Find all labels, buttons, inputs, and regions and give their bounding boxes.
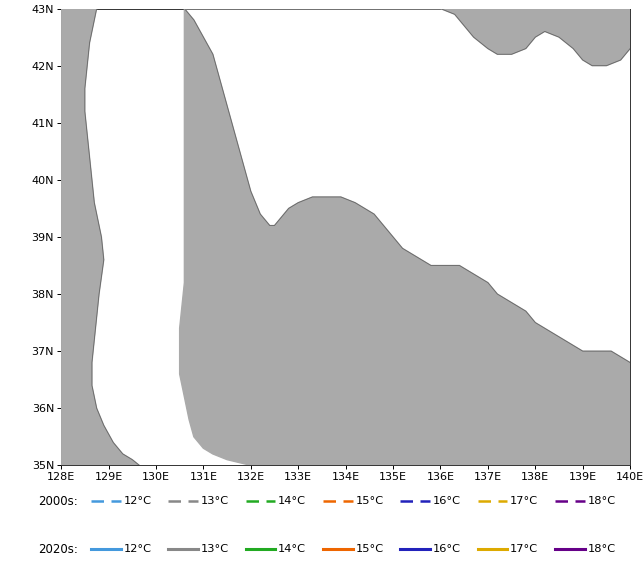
Text: 16°C: 16°C — [433, 496, 460, 506]
Circle shape — [244, 400, 248, 405]
Text: 2020s:: 2020s: — [38, 542, 78, 556]
Circle shape — [248, 376, 253, 383]
Polygon shape — [179, 9, 630, 465]
Text: 14°C: 14°C — [278, 544, 306, 554]
Text: 14°C: 14°C — [278, 496, 306, 506]
Circle shape — [241, 333, 248, 342]
Text: 18°C: 18°C — [587, 496, 615, 506]
Polygon shape — [61, 9, 140, 465]
Text: 15°C: 15°C — [356, 544, 383, 554]
Text: 15°C: 15°C — [356, 496, 383, 506]
Circle shape — [190, 315, 204, 332]
Text: 13°C: 13°C — [201, 496, 229, 506]
Text: 18°C: 18°C — [587, 544, 615, 554]
Text: 12°C: 12°C — [123, 544, 151, 554]
Text: 17°C: 17°C — [510, 496, 538, 506]
Text: 17°C: 17°C — [510, 544, 538, 554]
Circle shape — [302, 396, 313, 409]
Text: 13°C: 13°C — [201, 544, 229, 554]
Text: 16°C: 16°C — [433, 544, 460, 554]
Text: 2000s:: 2000s: — [38, 494, 78, 508]
Text: 12°C: 12°C — [123, 496, 151, 506]
Polygon shape — [185, 9, 630, 66]
